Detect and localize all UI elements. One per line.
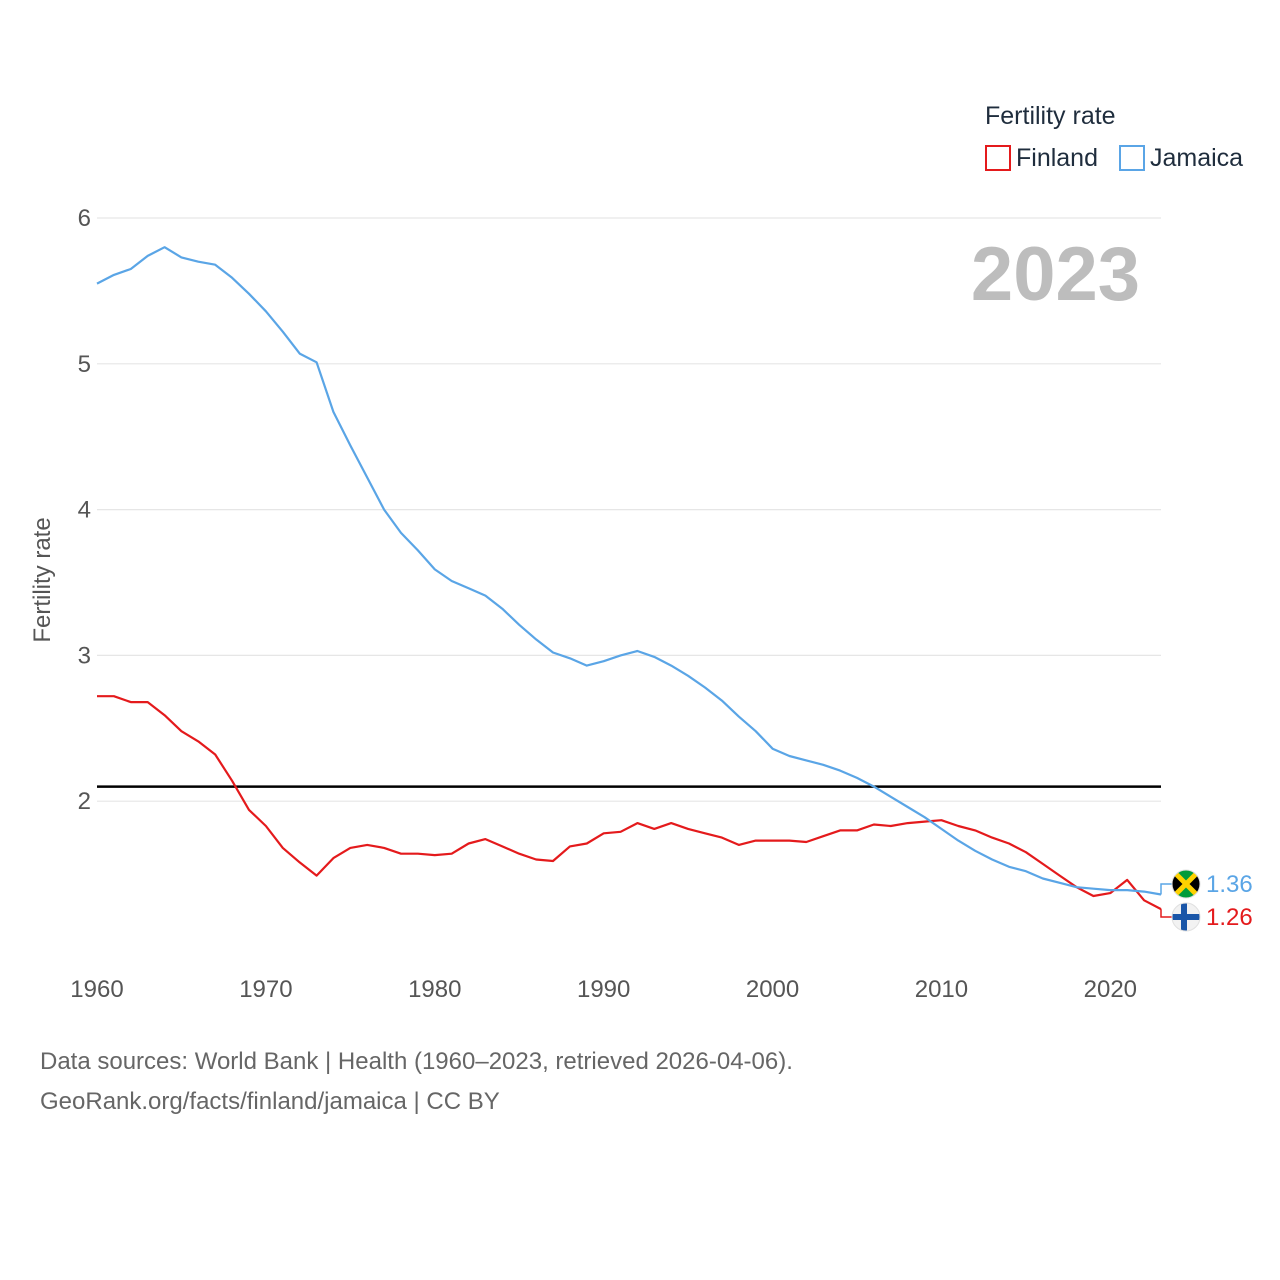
leader-line-finland	[1160, 909, 1172, 918]
y-axis-ticks: 2 3 4 5 6	[78, 205, 91, 815]
end-marker-jamaica: 1.36	[1160, 869, 1253, 899]
legend-swatch-finland	[985, 145, 1011, 171]
grid-lines	[97, 217, 1161, 802]
fertility-rate-chart: 2 3 4 5 6 1960 1970 1980 1990 2000 2010 2020 Ferti…	[29, 102, 1253, 1003]
current-year-label: 2023	[971, 232, 1140, 317]
end-value-jamaica: 1.36	[1206, 871, 1253, 898]
series-lines	[96, 246, 1162, 911]
legend-item-jamaica[interactable]: Jamaica	[1119, 144, 1243, 172]
footer: Data sources: World Bank | Health (1960–…	[40, 1042, 793, 1122]
x-axis-ticks: 1960 1970 1980 1990 2000 2010 2020	[70, 976, 1137, 1003]
y-axis-title: Fertility rate	[29, 517, 56, 642]
legend-swatch-jamaica	[1119, 145, 1145, 171]
x-tick-label: 2010	[915, 976, 968, 1003]
legend-item-finland[interactable]: Finland	[985, 144, 1098, 172]
x-tick-label: 1960	[70, 976, 123, 1003]
x-tick-label: 1980	[408, 976, 461, 1003]
x-tick-label: 2000	[746, 976, 799, 1003]
y-tick-label: 2	[78, 788, 91, 815]
legend: Fertility rate Finland Jamaica	[985, 102, 1243, 172]
end-value-finland: 1.26	[1206, 904, 1253, 931]
y-tick-label: 6	[78, 205, 91, 232]
y-tick-label: 5	[78, 351, 91, 378]
legend-label-jamaica: Jamaica	[1150, 144, 1243, 172]
series-line-finland	[97, 695, 1162, 911]
source-url-license: GeoRank.org/facts/finland/jamaica | CC B…	[40, 1088, 500, 1115]
leader-line-jamaica	[1160, 883, 1172, 895]
data-sources-note: Data sources: World Bank | Health (1960–…	[40, 1048, 793, 1075]
y-tick-label: 4	[78, 497, 91, 524]
x-tick-label: 1970	[239, 976, 292, 1003]
x-tick-label: 2020	[1084, 976, 1137, 1003]
x-tick-label: 1990	[577, 976, 630, 1003]
jamaica-flag-icon	[1171, 869, 1201, 899]
end-marker-finland: 1.26	[1160, 902, 1253, 932]
y-tick-label: 3	[78, 642, 91, 669]
finland-flag-icon	[1171, 902, 1201, 932]
series-line-jamaica	[96, 246, 1162, 896]
legend-label-finland: Finland	[1016, 144, 1098, 172]
legend-title: Fertility rate	[985, 102, 1116, 130]
